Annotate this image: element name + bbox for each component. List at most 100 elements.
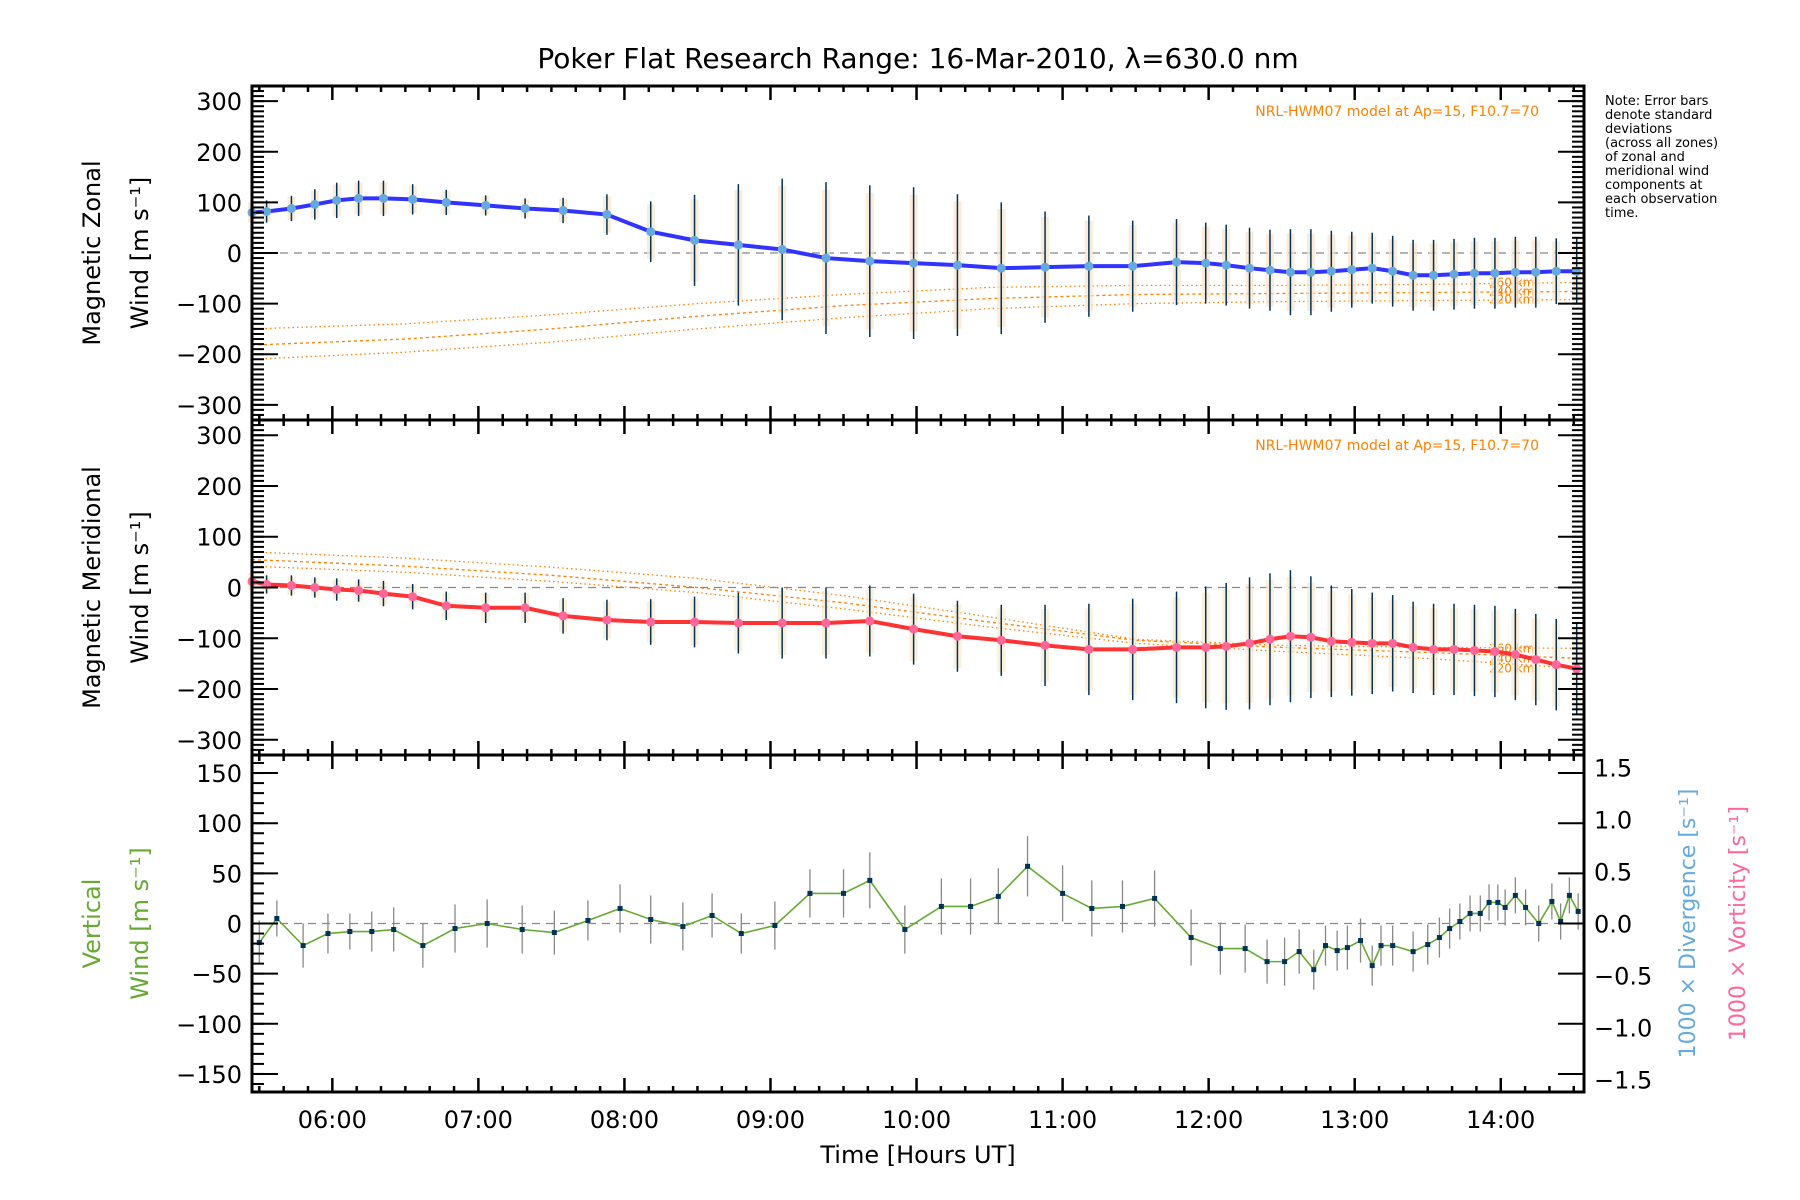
data-point xyxy=(1369,963,1375,969)
data-point xyxy=(1549,898,1555,904)
data-point xyxy=(369,929,375,935)
data-point xyxy=(952,260,962,270)
model-line-260km xyxy=(251,281,1585,330)
right-y-tick-label: 0.5 xyxy=(1594,858,1632,886)
data-point xyxy=(1490,646,1500,656)
right-y-tick-label: 1.0 xyxy=(1594,806,1632,834)
data-point xyxy=(617,905,623,911)
data-point xyxy=(902,927,908,933)
data-point xyxy=(1347,265,1357,275)
y-tick-label: −50 xyxy=(191,961,242,989)
right-y-tick-label: 1.5 xyxy=(1594,754,1632,782)
data-point xyxy=(841,890,847,896)
data-point xyxy=(1388,638,1398,648)
data-point xyxy=(1311,967,1317,973)
data-point xyxy=(996,263,1006,273)
x-axis-label: Time [Hours UT] xyxy=(819,1141,1015,1169)
right-y-tick-label: −1.5 xyxy=(1594,1067,1652,1095)
data-point xyxy=(1551,660,1561,670)
data-point xyxy=(995,893,1001,899)
data-point xyxy=(1221,260,1231,270)
data-point xyxy=(1566,892,1572,898)
data-point xyxy=(602,615,612,625)
right-y-tick-label: −1.0 xyxy=(1594,1015,1652,1043)
x-tick-label: 12:00 xyxy=(1174,1106,1243,1134)
data-point xyxy=(1367,638,1377,648)
y-tick-label: −100 xyxy=(176,291,242,319)
data-point xyxy=(300,943,306,949)
data-point xyxy=(1128,644,1138,654)
data-point xyxy=(332,585,342,595)
data-point xyxy=(332,195,342,205)
data-point xyxy=(1040,262,1050,272)
data-point xyxy=(1378,943,1384,949)
y-axis-label-line1: Vertical xyxy=(78,879,106,969)
data-point xyxy=(690,235,700,245)
data-point xyxy=(1128,261,1138,271)
y-tick-label: 0 xyxy=(227,911,242,939)
x-tick-label: 13:00 xyxy=(1320,1106,1389,1134)
data-point xyxy=(1201,642,1211,652)
y-tick-label: 200 xyxy=(196,473,242,501)
data-point xyxy=(481,603,491,613)
y-tick-label: −100 xyxy=(176,625,242,653)
data-point xyxy=(1306,632,1316,642)
data-point xyxy=(738,931,744,937)
y-tick-label: 300 xyxy=(196,422,242,450)
data-point xyxy=(1512,892,1518,898)
data-point xyxy=(1172,257,1182,267)
data-point xyxy=(1429,270,1439,280)
data-point xyxy=(909,258,919,268)
data-point xyxy=(1217,946,1223,952)
data-point xyxy=(1523,904,1529,910)
data-point xyxy=(1575,908,1581,914)
data-point xyxy=(733,240,743,250)
data-point xyxy=(256,940,262,946)
data-point xyxy=(286,203,296,213)
data-point xyxy=(648,916,654,922)
y-axis-label-line2: Wind [m s⁻¹] xyxy=(126,511,154,663)
data-point xyxy=(1334,948,1340,954)
x-tick-label: 14:00 xyxy=(1466,1106,1535,1134)
data-point xyxy=(481,200,491,210)
y-tick-label: 200 xyxy=(196,139,242,167)
data-point xyxy=(1084,644,1094,654)
data-point xyxy=(558,611,568,621)
data-point xyxy=(378,589,388,599)
x-tick-label: 11:00 xyxy=(1028,1106,1097,1134)
data-point xyxy=(1265,634,1275,644)
data-point xyxy=(938,903,944,909)
right-axis-label-divergence: 1000 × Divergence [s⁻¹] xyxy=(1676,789,1701,1059)
data-point xyxy=(1347,637,1357,647)
data-point xyxy=(1510,650,1520,659)
series-line-vertical xyxy=(258,865,1579,972)
data-point xyxy=(1447,926,1453,932)
y-axis-label-line1: Magnetic Meridional xyxy=(78,466,106,709)
data-point xyxy=(1221,641,1231,651)
data-point xyxy=(551,930,557,936)
data-point xyxy=(262,207,272,217)
data-point xyxy=(646,227,656,237)
data-point xyxy=(807,890,813,896)
data-point xyxy=(1264,959,1270,965)
data-point xyxy=(1326,266,1336,276)
model-line-260km xyxy=(251,551,1585,650)
data-point xyxy=(1429,644,1439,654)
error-bar-note: Note: Error bars denote standard deviati… xyxy=(1605,94,1719,221)
data-point xyxy=(1322,943,1328,949)
data-point xyxy=(1425,942,1431,948)
data-point xyxy=(558,205,568,215)
data-point xyxy=(1296,949,1302,955)
data-point xyxy=(484,921,490,926)
data-point xyxy=(867,877,873,883)
data-point xyxy=(952,631,962,641)
model-line-220km xyxy=(251,565,1585,670)
data-point xyxy=(709,912,715,918)
model-label: NRL-HWM07 model at Ap=15, F10.7=70 xyxy=(1255,438,1539,454)
data-point xyxy=(520,203,530,213)
data-point xyxy=(452,926,458,932)
data-point xyxy=(310,583,320,592)
data-point xyxy=(1084,261,1094,271)
y-axis-label-line2: Wind [m s⁻¹] xyxy=(126,177,154,329)
